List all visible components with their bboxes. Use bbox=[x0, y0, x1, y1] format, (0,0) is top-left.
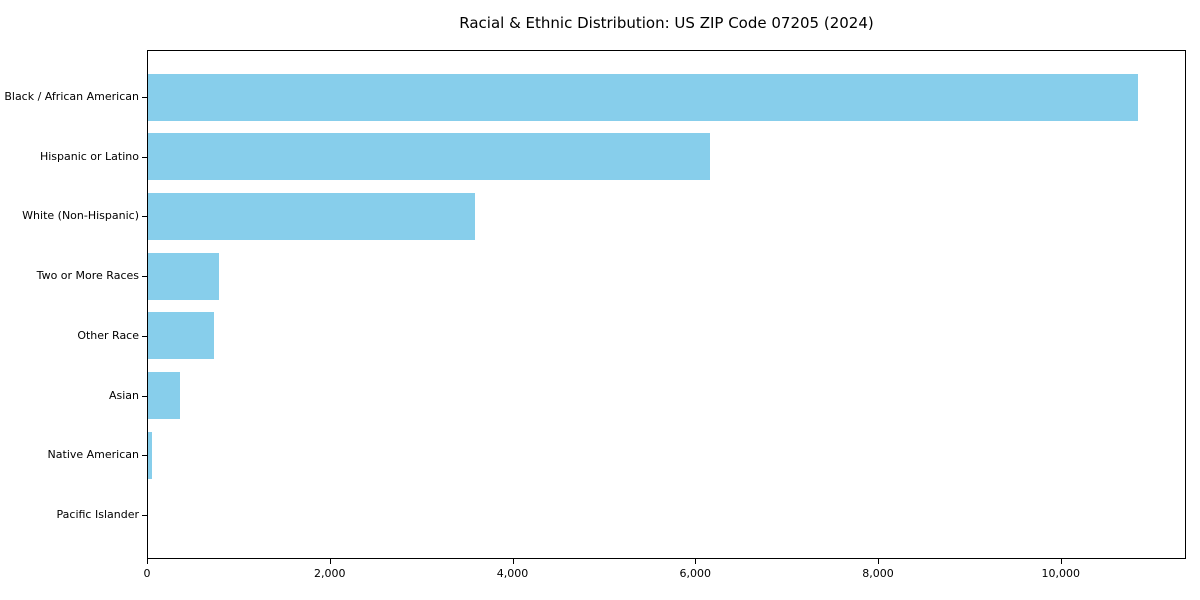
y-axis-tick bbox=[142, 156, 147, 158]
x-axis-tick-label: 10,000 bbox=[1041, 567, 1081, 580]
y-axis-tick bbox=[142, 335, 147, 337]
y-axis-tick-label: Two or More Races bbox=[36, 269, 139, 283]
bar bbox=[148, 252, 220, 300]
x-axis-tick bbox=[147, 559, 148, 564]
y-axis-tick-label: Other Race bbox=[77, 328, 139, 342]
bar bbox=[148, 192, 475, 240]
y-axis-tick-label: Native American bbox=[47, 448, 139, 462]
x-axis-tick-label: 8,000 bbox=[862, 567, 894, 580]
y-axis-tick-label: Pacific Islander bbox=[56, 507, 139, 521]
x-axis-tick bbox=[878, 559, 880, 564]
y-axis-tick-label: Asian bbox=[108, 388, 139, 402]
y-axis-tick bbox=[142, 276, 147, 278]
bar bbox=[148, 312, 214, 360]
bar bbox=[148, 133, 710, 181]
x-axis-tick-label: 0 bbox=[143, 567, 151, 580]
bar bbox=[148, 73, 1138, 121]
x-axis-tick-label: 6,000 bbox=[679, 567, 712, 580]
x-axis-tick-label: 4,000 bbox=[496, 567, 529, 580]
y-axis-tick bbox=[142, 216, 147, 218]
bar bbox=[148, 431, 152, 479]
y-axis-tick bbox=[142, 97, 147, 98]
y-axis-tick bbox=[142, 395, 147, 397]
x-axis-tick-label: 2,000 bbox=[314, 567, 346, 580]
chart-title: Racial & Ethnic Distribution: US ZIP Cod… bbox=[459, 14, 874, 32]
y-axis-tick bbox=[142, 514, 147, 516]
x-axis-tick bbox=[1060, 559, 1062, 564]
bar bbox=[148, 372, 181, 419]
y-axis-tick-label: Black / African American bbox=[4, 90, 139, 103]
y-axis-tick-label: White (Non-Hispanic) bbox=[22, 209, 139, 223]
y-axis-tick-label: Hispanic or Latino bbox=[39, 149, 139, 163]
x-axis-tick bbox=[512, 559, 514, 564]
plot-area bbox=[147, 50, 1186, 559]
y-axis-tick bbox=[142, 455, 147, 457]
x-axis-tick bbox=[695, 559, 697, 564]
x-axis-tick bbox=[329, 559, 331, 564]
